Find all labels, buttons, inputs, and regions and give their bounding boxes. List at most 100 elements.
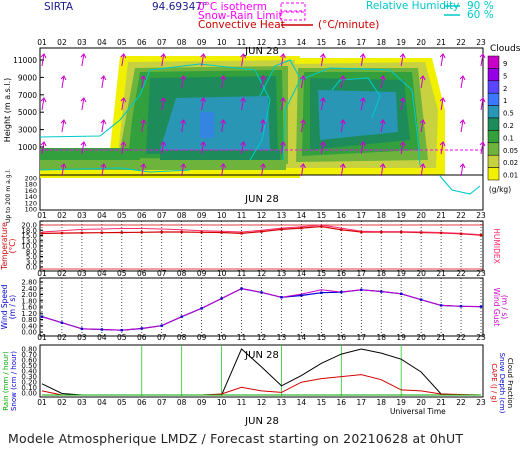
wind-arrow — [241, 97, 245, 111]
rh-contour — [282, 67, 421, 166]
date-label: JUN 28 — [244, 350, 279, 361]
wind-panel: 2.802.402.001.801.601.200.800.400.00 Wind… — [0, 269, 509, 337]
date-label: JUN 28 — [244, 46, 279, 57]
x-axis-title: Universal Time — [390, 407, 446, 416]
wind-arrow-head — [419, 75, 426, 81]
wind-arrow — [141, 75, 145, 89]
x-tick-label: 09 — [197, 38, 207, 47]
x-tick-label: 11 — [237, 38, 247, 47]
x-tick-label: 08 — [177, 211, 187, 220]
y-tick-label: 0.60 — [21, 357, 37, 365]
x-tick-label: 15 — [317, 269, 327, 278]
x-tick-label: 03 — [77, 269, 87, 278]
wind-arrow-head — [240, 97, 246, 103]
x-tick-label: 19 — [396, 38, 406, 47]
wind-arrow — [121, 53, 125, 67]
x-tick-label: 13 — [277, 211, 287, 220]
wind-arrow-head — [320, 97, 326, 103]
wind-arrow-head — [300, 75, 306, 81]
x-tick-label: 23 — [476, 269, 486, 278]
wind-arrow-head — [100, 75, 107, 81]
x-tick-label: 05 — [117, 38, 127, 47]
x-tick-label: 04 — [97, 211, 107, 220]
wind-point — [260, 291, 263, 294]
y-tick-label: 1.80 — [21, 297, 37, 305]
y-axis-title-right: CAPE (J / g) — [490, 363, 498, 403]
rh-contour — [259, 59, 301, 97]
x-tick-label: 14 — [297, 211, 307, 220]
y-tick-label: 8.0 — [26, 248, 37, 256]
rh-contour — [39, 63, 271, 161]
wind-arrow — [201, 97, 205, 111]
wind-arrow-head — [40, 97, 47, 103]
temperature-point — [100, 231, 104, 234]
wind-arrow — [41, 97, 45, 111]
x-tick-label: 07 — [157, 398, 167, 407]
y-tick-label: 0.80 — [21, 346, 37, 354]
colorbar-swatch — [487, 130, 500, 144]
wind-arrow — [460, 119, 464, 133]
x-tick-label: 15 — [317, 211, 327, 220]
x-tick-label: 05 — [117, 211, 127, 220]
x-tick-label: 17 — [356, 38, 366, 47]
wind-arrow-head — [379, 163, 386, 169]
legend-value-rh: 60 % — [467, 9, 494, 21]
wind-arrow-head — [320, 141, 326, 147]
x-tick-label: 02 — [57, 333, 67, 342]
wind-arrow — [201, 53, 205, 67]
x-tick-label: 10 — [217, 211, 227, 220]
colorbar-swatch — [487, 55, 500, 69]
x-tick-label: 23 — [476, 398, 486, 407]
temperature-point — [380, 230, 383, 234]
wind-point — [360, 288, 363, 291]
x-tick-label: 19 — [396, 333, 406, 342]
colorbar-swatch — [487, 167, 500, 181]
wind-arrow-head — [260, 75, 266, 81]
wind-arrow-head — [300, 119, 306, 125]
wind-arrow-head — [240, 141, 246, 147]
wind-arrow — [101, 163, 105, 177]
legend-label-isotherm: 0°C isotherm — [198, 1, 267, 13]
y-axis-title: Wind Speed — [0, 284, 9, 329]
x-tick-label: 11 — [237, 269, 247, 278]
wind-point — [40, 315, 44, 318]
wind-arrow-head — [280, 53, 286, 59]
colorbar-swatch — [487, 92, 500, 106]
wind-arrow-head — [60, 119, 67, 125]
y-axis-title-right: (m / s) — [500, 295, 509, 319]
wind-point — [140, 327, 143, 330]
y-tick-label: 1.20 — [21, 310, 37, 318]
colorbar-label: 9 — [503, 60, 507, 68]
series-line-humidex — [41, 224, 482, 236]
wind-arrow — [101, 119, 105, 133]
x-tick-label: 23 — [476, 211, 486, 220]
rain-panel: 0.800.700.600.500.400.300.200.100.00 JUN … — [2, 333, 514, 427]
wind-arrow-head — [100, 163, 107, 169]
x-tick-label: 05 — [117, 398, 127, 407]
temperature-point — [320, 225, 323, 228]
wind-arrow-head — [80, 141, 87, 147]
wind-arrow — [241, 141, 245, 155]
wind-arrow — [261, 119, 264, 133]
x-tick-label: 01 — [37, 398, 47, 407]
x-tick-label: 07 — [157, 333, 167, 342]
x-tick-label: 04 — [97, 269, 107, 278]
y-tick-label: 20.0 — [21, 222, 37, 230]
x-tick-label: 12 — [257, 398, 267, 407]
wind-arrow — [360, 97, 364, 111]
wind-point — [380, 290, 383, 293]
x-tick-label: 14 — [297, 333, 307, 342]
temperature-point — [220, 231, 223, 234]
y-tick-label: 15.0 — [21, 232, 37, 240]
wind-arrow — [480, 97, 484, 111]
wind-arrow-head — [359, 97, 366, 103]
temperature-point — [340, 228, 343, 232]
temperature-point — [280, 228, 283, 231]
wind-arrow-head — [220, 119, 227, 125]
wind-arrow-head — [260, 119, 266, 125]
x-tick-label: 16 — [337, 211, 347, 220]
x-tick-label: 03 — [77, 211, 87, 220]
wind-point — [60, 321, 64, 324]
wind-arrow-head — [200, 141, 207, 147]
wind-arrow-head — [359, 53, 366, 59]
